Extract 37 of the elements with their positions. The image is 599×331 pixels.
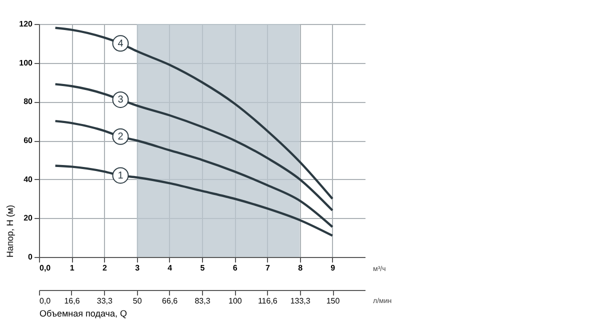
y-tick-label: 20: [24, 214, 34, 223]
y-tick-label: 120: [19, 20, 34, 28]
x2-tick-label: 150: [326, 296, 340, 306]
x-tick-label: 0,0: [40, 264, 52, 272]
y-tick-label: 60: [24, 136, 34, 145]
y-tick-label: 0: [28, 252, 34, 262]
x2-tick-label: 50: [132, 296, 142, 306]
series-label: 3: [118, 94, 124, 106]
x-tick-label: 8: [298, 264, 304, 272]
y-axis-title: Напор, H (м): [5, 204, 16, 258]
line-series: [54, 83, 334, 212]
x-axis-title: Объемная подача, Q: [40, 308, 127, 318]
x2-tick-label: 83,3: [194, 296, 211, 306]
x-tick-label: 9: [330, 264, 336, 272]
series-label: 2: [118, 132, 124, 143]
x-tick-label: 7: [265, 264, 270, 272]
line-series: [54, 164, 334, 237]
x-tick-label: 2: [102, 264, 108, 272]
x2-tick-label: 116,6: [258, 296, 278, 306]
x2-tick-label: 16,6: [64, 296, 80, 306]
line-series: [54, 120, 334, 228]
x-tick-label: 3: [135, 264, 140, 272]
x-tick-label: 6: [232, 264, 238, 272]
x2-tick-label: 133,3: [290, 296, 311, 306]
series-label: 4: [118, 38, 124, 50]
y-tick-label: 80: [24, 97, 34, 106]
y-tick-label: 100: [19, 58, 34, 68]
y-tick-label: 40: [24, 174, 34, 184]
series-label: 1: [118, 170, 124, 182]
x2-tick-label: 100: [228, 296, 242, 306]
line-series: [54, 26, 334, 200]
x2-tick-label: 33,3: [96, 296, 113, 306]
x2-tick-label: 66,6: [162, 296, 178, 306]
x-tick-label: 5: [200, 264, 206, 272]
x-tick-label: 4: [168, 264, 173, 272]
x2-tick-label: 0,0: [40, 296, 52, 306]
x-tick-label: 1: [70, 264, 75, 272]
